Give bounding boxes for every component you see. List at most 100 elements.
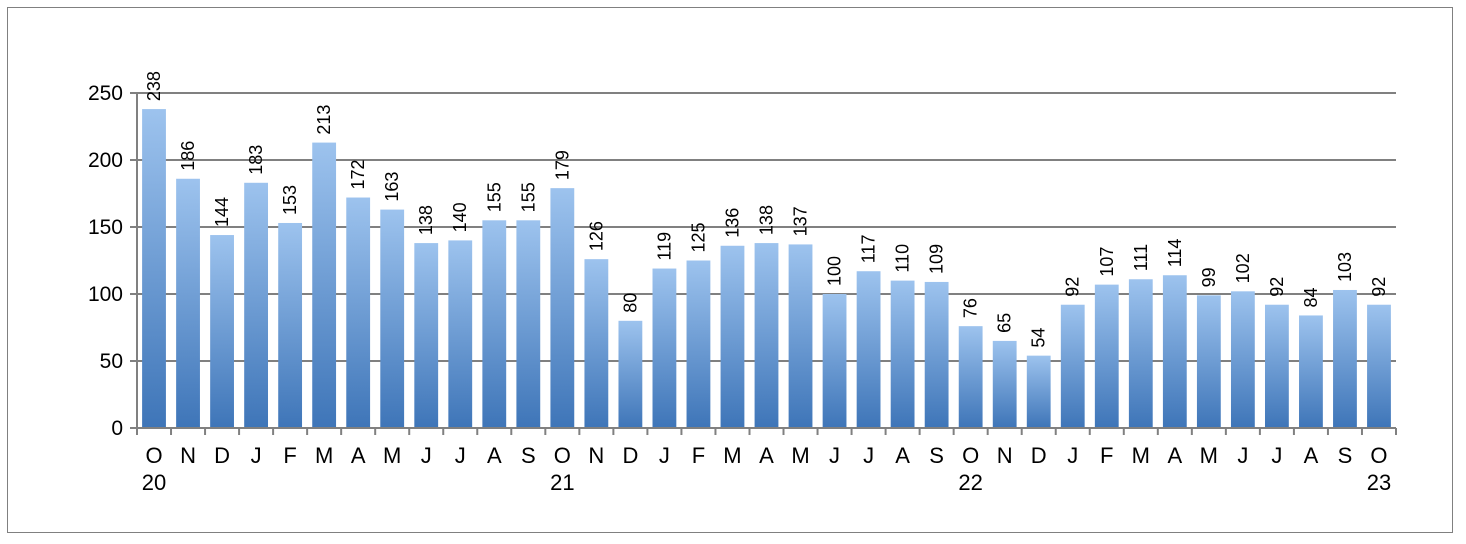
bar	[1026, 355, 1051, 428]
bar	[618, 320, 643, 428]
bar	[278, 222, 303, 428]
data-label: 238	[144, 71, 164, 101]
data-label: 92	[1063, 277, 1083, 297]
bar	[244, 182, 269, 428]
x-tick-label: M	[1132, 443, 1150, 468]
data-label: 80	[620, 293, 640, 313]
bar	[1264, 304, 1289, 428]
x-tick-label: J	[251, 443, 262, 468]
x-tick-label: A	[1304, 443, 1319, 468]
y-tick-label: 150	[88, 216, 123, 239]
x-tick-label: J	[659, 443, 670, 468]
data-label: 179	[552, 150, 572, 180]
bar	[686, 260, 711, 428]
data-label: 172	[348, 159, 368, 189]
y-tick-label: 50	[100, 350, 123, 373]
y-tick-label: 200	[88, 149, 123, 172]
bar	[210, 235, 234, 428]
bar	[720, 245, 745, 428]
x-tick-label: S	[929, 443, 944, 468]
data-label: 117	[859, 235, 879, 264]
x-tick-label: J	[829, 443, 840, 468]
x-tick-label: D	[622, 443, 638, 468]
x-tick-label: D	[214, 443, 230, 468]
x-tick-label: O	[554, 443, 571, 468]
data-label: 138	[757, 205, 777, 235]
x-tick-label: M	[723, 443, 741, 468]
data-label: 111	[1131, 244, 1151, 271]
x-year-label: 20	[142, 470, 166, 495]
data-label: 125	[688, 222, 708, 252]
bar	[1333, 289, 1357, 428]
x-year-label: 23	[1367, 470, 1391, 495]
bar	[414, 243, 439, 428]
bar	[1367, 304, 1391, 428]
data-label: 137	[791, 206, 811, 236]
data-label: 186	[178, 141, 198, 171]
x-year-label: 21	[550, 470, 574, 495]
x-tick-label: J	[1067, 443, 1078, 468]
bar	[1299, 315, 1323, 428]
x-tick-label: J	[421, 443, 432, 468]
x-tick-label: J	[455, 443, 466, 468]
data-label: 54	[1029, 328, 1049, 348]
data-label: 163	[382, 172, 402, 202]
bar	[482, 220, 507, 428]
data-label: 138	[416, 205, 436, 235]
data-label: 119	[654, 232, 674, 261]
x-tick-label: M	[383, 443, 401, 468]
bar	[1162, 275, 1187, 428]
x-tick-label: A	[895, 443, 910, 468]
x-tick-label: O	[1370, 443, 1387, 468]
data-label: 99	[1199, 267, 1219, 287]
bar	[1128, 279, 1153, 428]
data-label: 110	[893, 244, 913, 273]
x-year-label: 22	[958, 470, 982, 495]
data-label: 144	[212, 197, 232, 227]
data-label: 109	[927, 244, 947, 274]
bar	[924, 281, 949, 428]
bar	[550, 188, 575, 428]
bar	[584, 259, 609, 428]
data-labels: 238 186 144 183 153 213 172 163 138 140 155 155 179 1…	[144, 71, 1389, 348]
data-label: 84	[1301, 287, 1321, 307]
data-label: 126	[586, 221, 606, 251]
data-label: 183	[246, 145, 266, 175]
data-label: 76	[961, 298, 981, 318]
x-tick-label: O	[962, 443, 979, 468]
data-label: 65	[995, 313, 1015, 333]
x-tick-label: N	[997, 443, 1013, 468]
data-label: 103	[1335, 252, 1355, 282]
x-tick-label: D	[1031, 443, 1047, 468]
data-label: 100	[825, 256, 845, 286]
x-tick-label: F	[283, 443, 296, 468]
bars	[142, 109, 1391, 428]
data-label: 92	[1267, 277, 1287, 297]
bar	[448, 240, 473, 428]
x-tick-label: A	[487, 443, 502, 468]
x-tick-label: S	[521, 443, 536, 468]
bar	[992, 340, 1017, 428]
x-tick-label: N	[588, 443, 604, 468]
y-tick-label: 250	[88, 82, 123, 105]
x-tick-label: A	[759, 443, 774, 468]
x-tick-label: N	[180, 443, 196, 468]
x-tick-label: M	[315, 443, 333, 468]
y-tick-label: 0	[111, 417, 123, 440]
x-tick-label: A	[351, 443, 366, 468]
bar	[822, 294, 847, 428]
bar	[176, 178, 200, 428]
bar	[312, 142, 337, 428]
x-tick-label: O	[145, 443, 162, 468]
bar	[652, 268, 677, 428]
y-tick-label: 100	[88, 283, 123, 306]
bar	[1196, 295, 1221, 428]
data-label: 92	[1369, 277, 1389, 297]
data-label: 153	[280, 185, 300, 215]
data-label: 114	[1165, 239, 1185, 268]
x-tick-label: M	[791, 443, 809, 468]
bar	[380, 209, 405, 428]
x-tick-label: A	[1167, 443, 1182, 468]
